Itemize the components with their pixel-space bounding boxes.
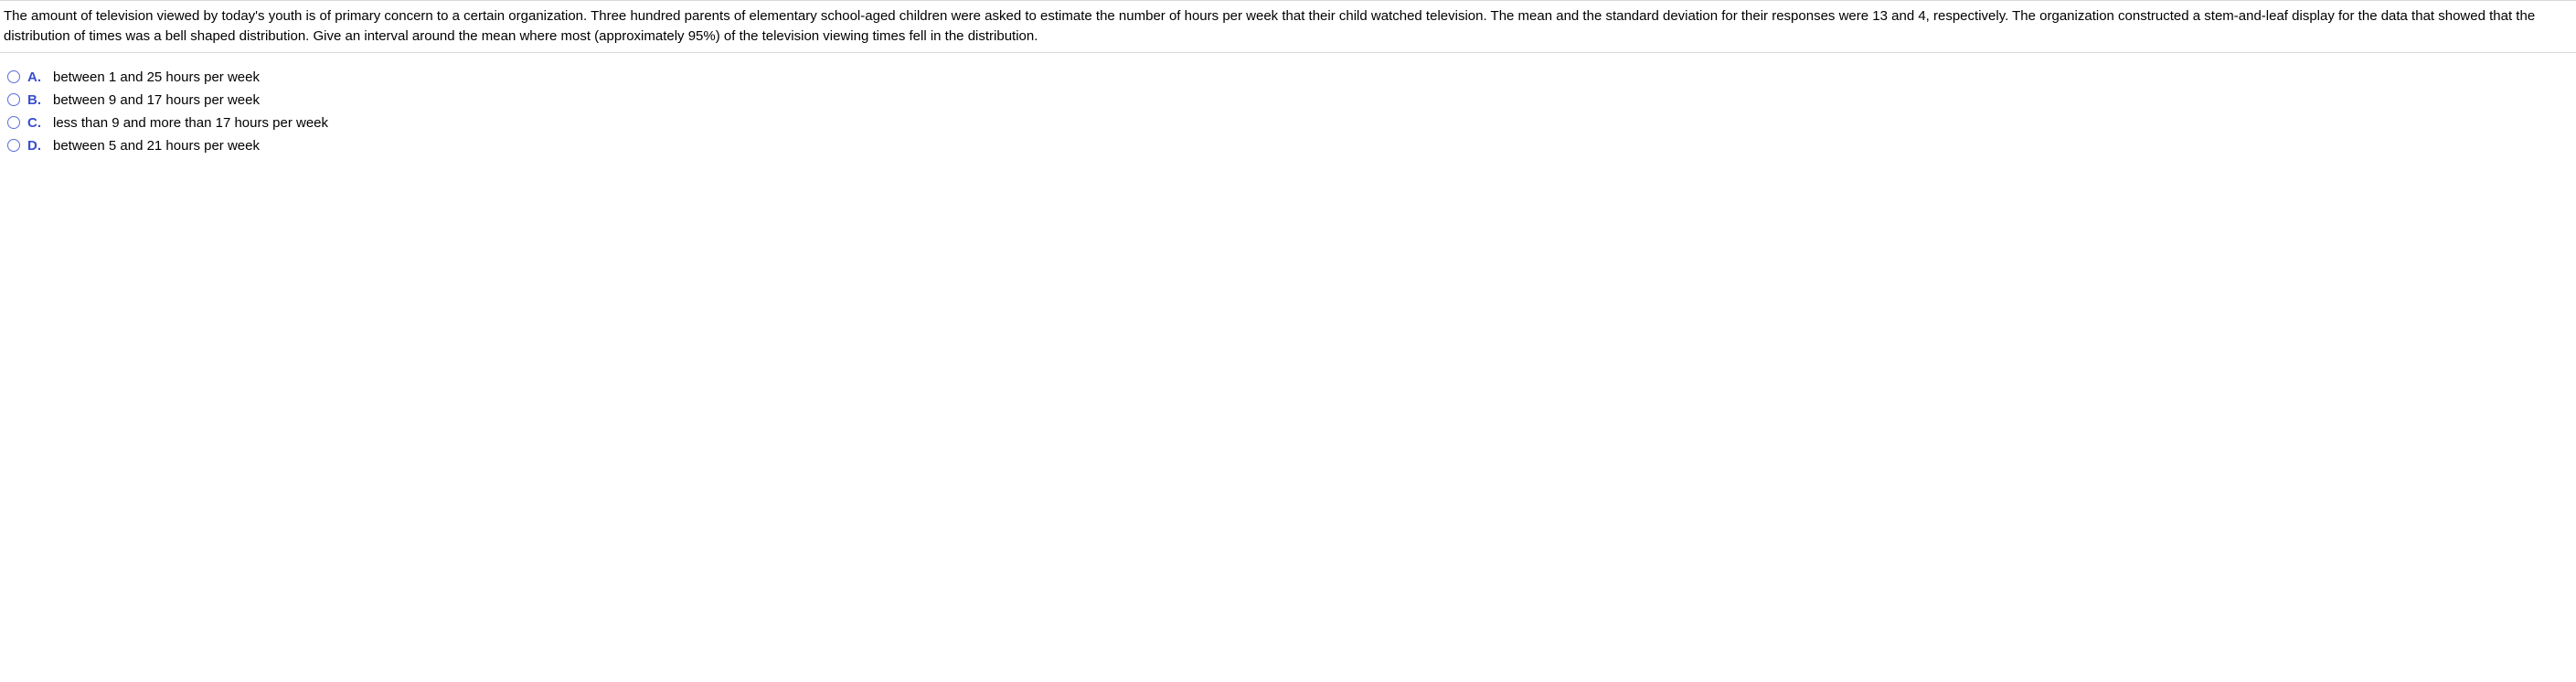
option-text: between 1 and 25 hours per week bbox=[48, 69, 260, 85]
option-b[interactable]: B. between 9 and 17 hours per week bbox=[7, 89, 2572, 112]
option-c[interactable]: C. less than 9 and more than 17 hours pe… bbox=[7, 112, 2572, 134]
option-text: less than 9 and more than 17 hours per w… bbox=[48, 115, 328, 131]
option-d[interactable]: D. between 5 and 21 hours per week bbox=[7, 134, 2572, 157]
option-text: between 9 and 17 hours per week bbox=[48, 92, 260, 108]
radio-icon[interactable] bbox=[7, 139, 20, 152]
radio-icon[interactable] bbox=[7, 116, 20, 129]
option-letter: C. bbox=[27, 115, 48, 131]
option-a[interactable]: A. between 1 and 25 hours per week bbox=[7, 66, 2572, 89]
option-letter: B. bbox=[27, 92, 48, 108]
option-letter: D. bbox=[27, 138, 48, 154]
radio-icon[interactable] bbox=[7, 93, 20, 106]
question-text: The amount of television viewed by today… bbox=[0, 0, 2576, 53]
radio-icon[interactable] bbox=[7, 70, 20, 83]
question-body: The amount of television viewed by today… bbox=[4, 8, 2535, 44]
options-list: A. between 1 and 25 hours per week B. be… bbox=[0, 53, 2576, 157]
option-text: between 5 and 21 hours per week bbox=[48, 138, 260, 154]
option-letter: A. bbox=[27, 69, 48, 85]
